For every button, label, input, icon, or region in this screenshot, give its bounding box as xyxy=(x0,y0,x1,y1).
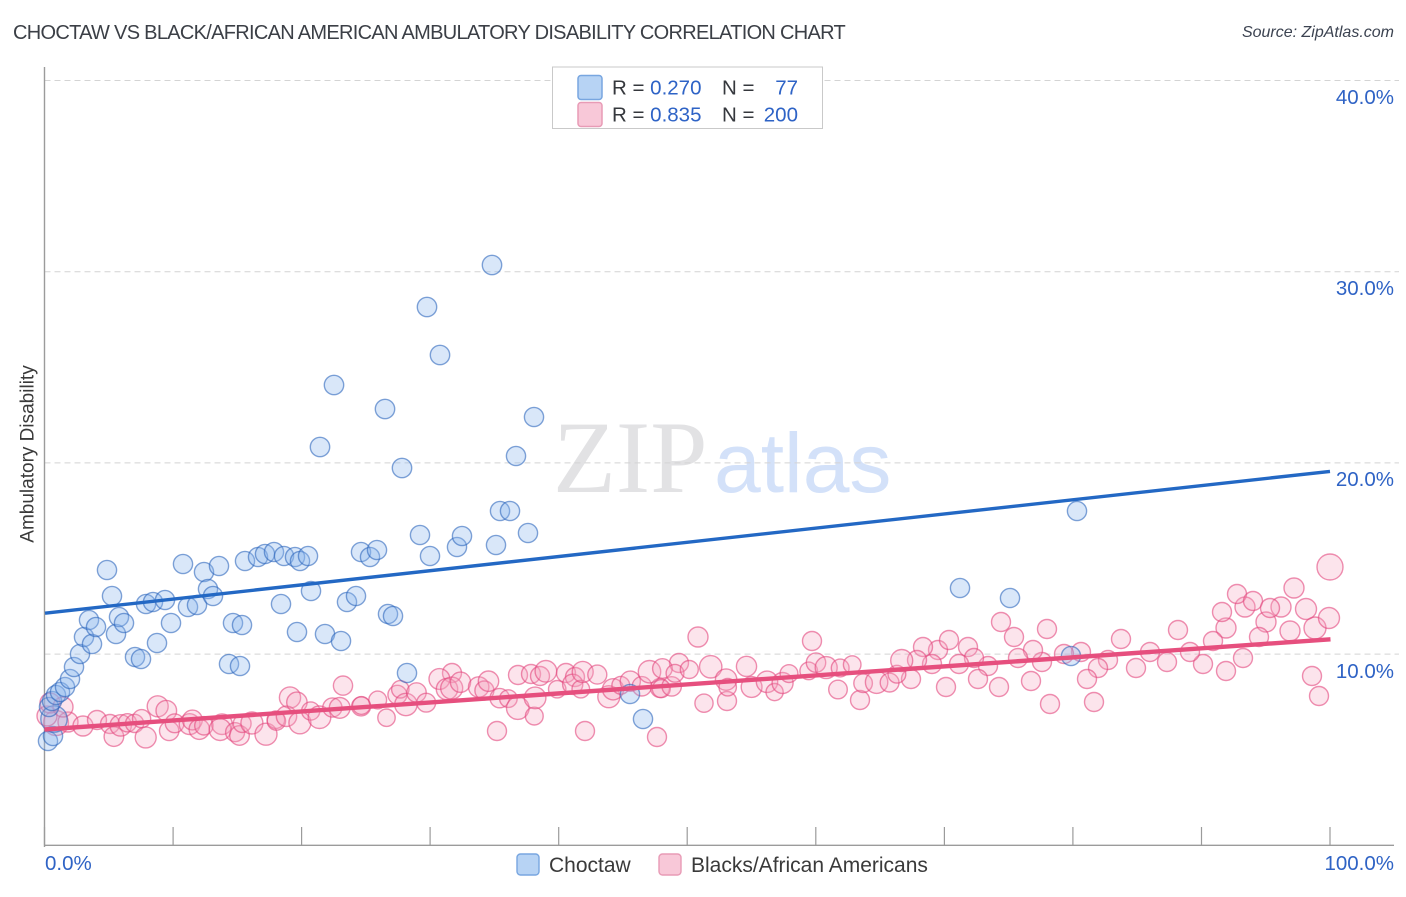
svg-text:Choctaw: Choctaw xyxy=(549,854,632,877)
svg-text:N =: N = xyxy=(722,104,754,127)
svg-text:20.0%: 20.0% xyxy=(1336,468,1394,491)
svg-text:0.0%: 0.0% xyxy=(45,852,92,875)
svg-text:ZIP: ZIP xyxy=(553,401,708,515)
svg-text:Ambulatory Disability: Ambulatory Disability xyxy=(18,365,39,543)
svg-text:R = 0.270: R = 0.270 xyxy=(612,77,701,100)
svg-text:100.0%: 100.0% xyxy=(1324,852,1394,875)
svg-text:R = 0.835: R = 0.835 xyxy=(612,104,701,127)
svg-text:30.0%: 30.0% xyxy=(1336,277,1394,300)
svg-text:N =: N = xyxy=(722,77,754,100)
svg-text:Blacks/African Americans: Blacks/African Americans xyxy=(691,854,928,877)
svg-text:77: 77 xyxy=(775,77,798,100)
svg-text:10.0%: 10.0% xyxy=(1336,660,1394,683)
svg-text:40.0%: 40.0% xyxy=(1336,86,1394,109)
svg-text:200: 200 xyxy=(764,104,798,127)
svg-text:atlas: atlas xyxy=(714,416,891,510)
